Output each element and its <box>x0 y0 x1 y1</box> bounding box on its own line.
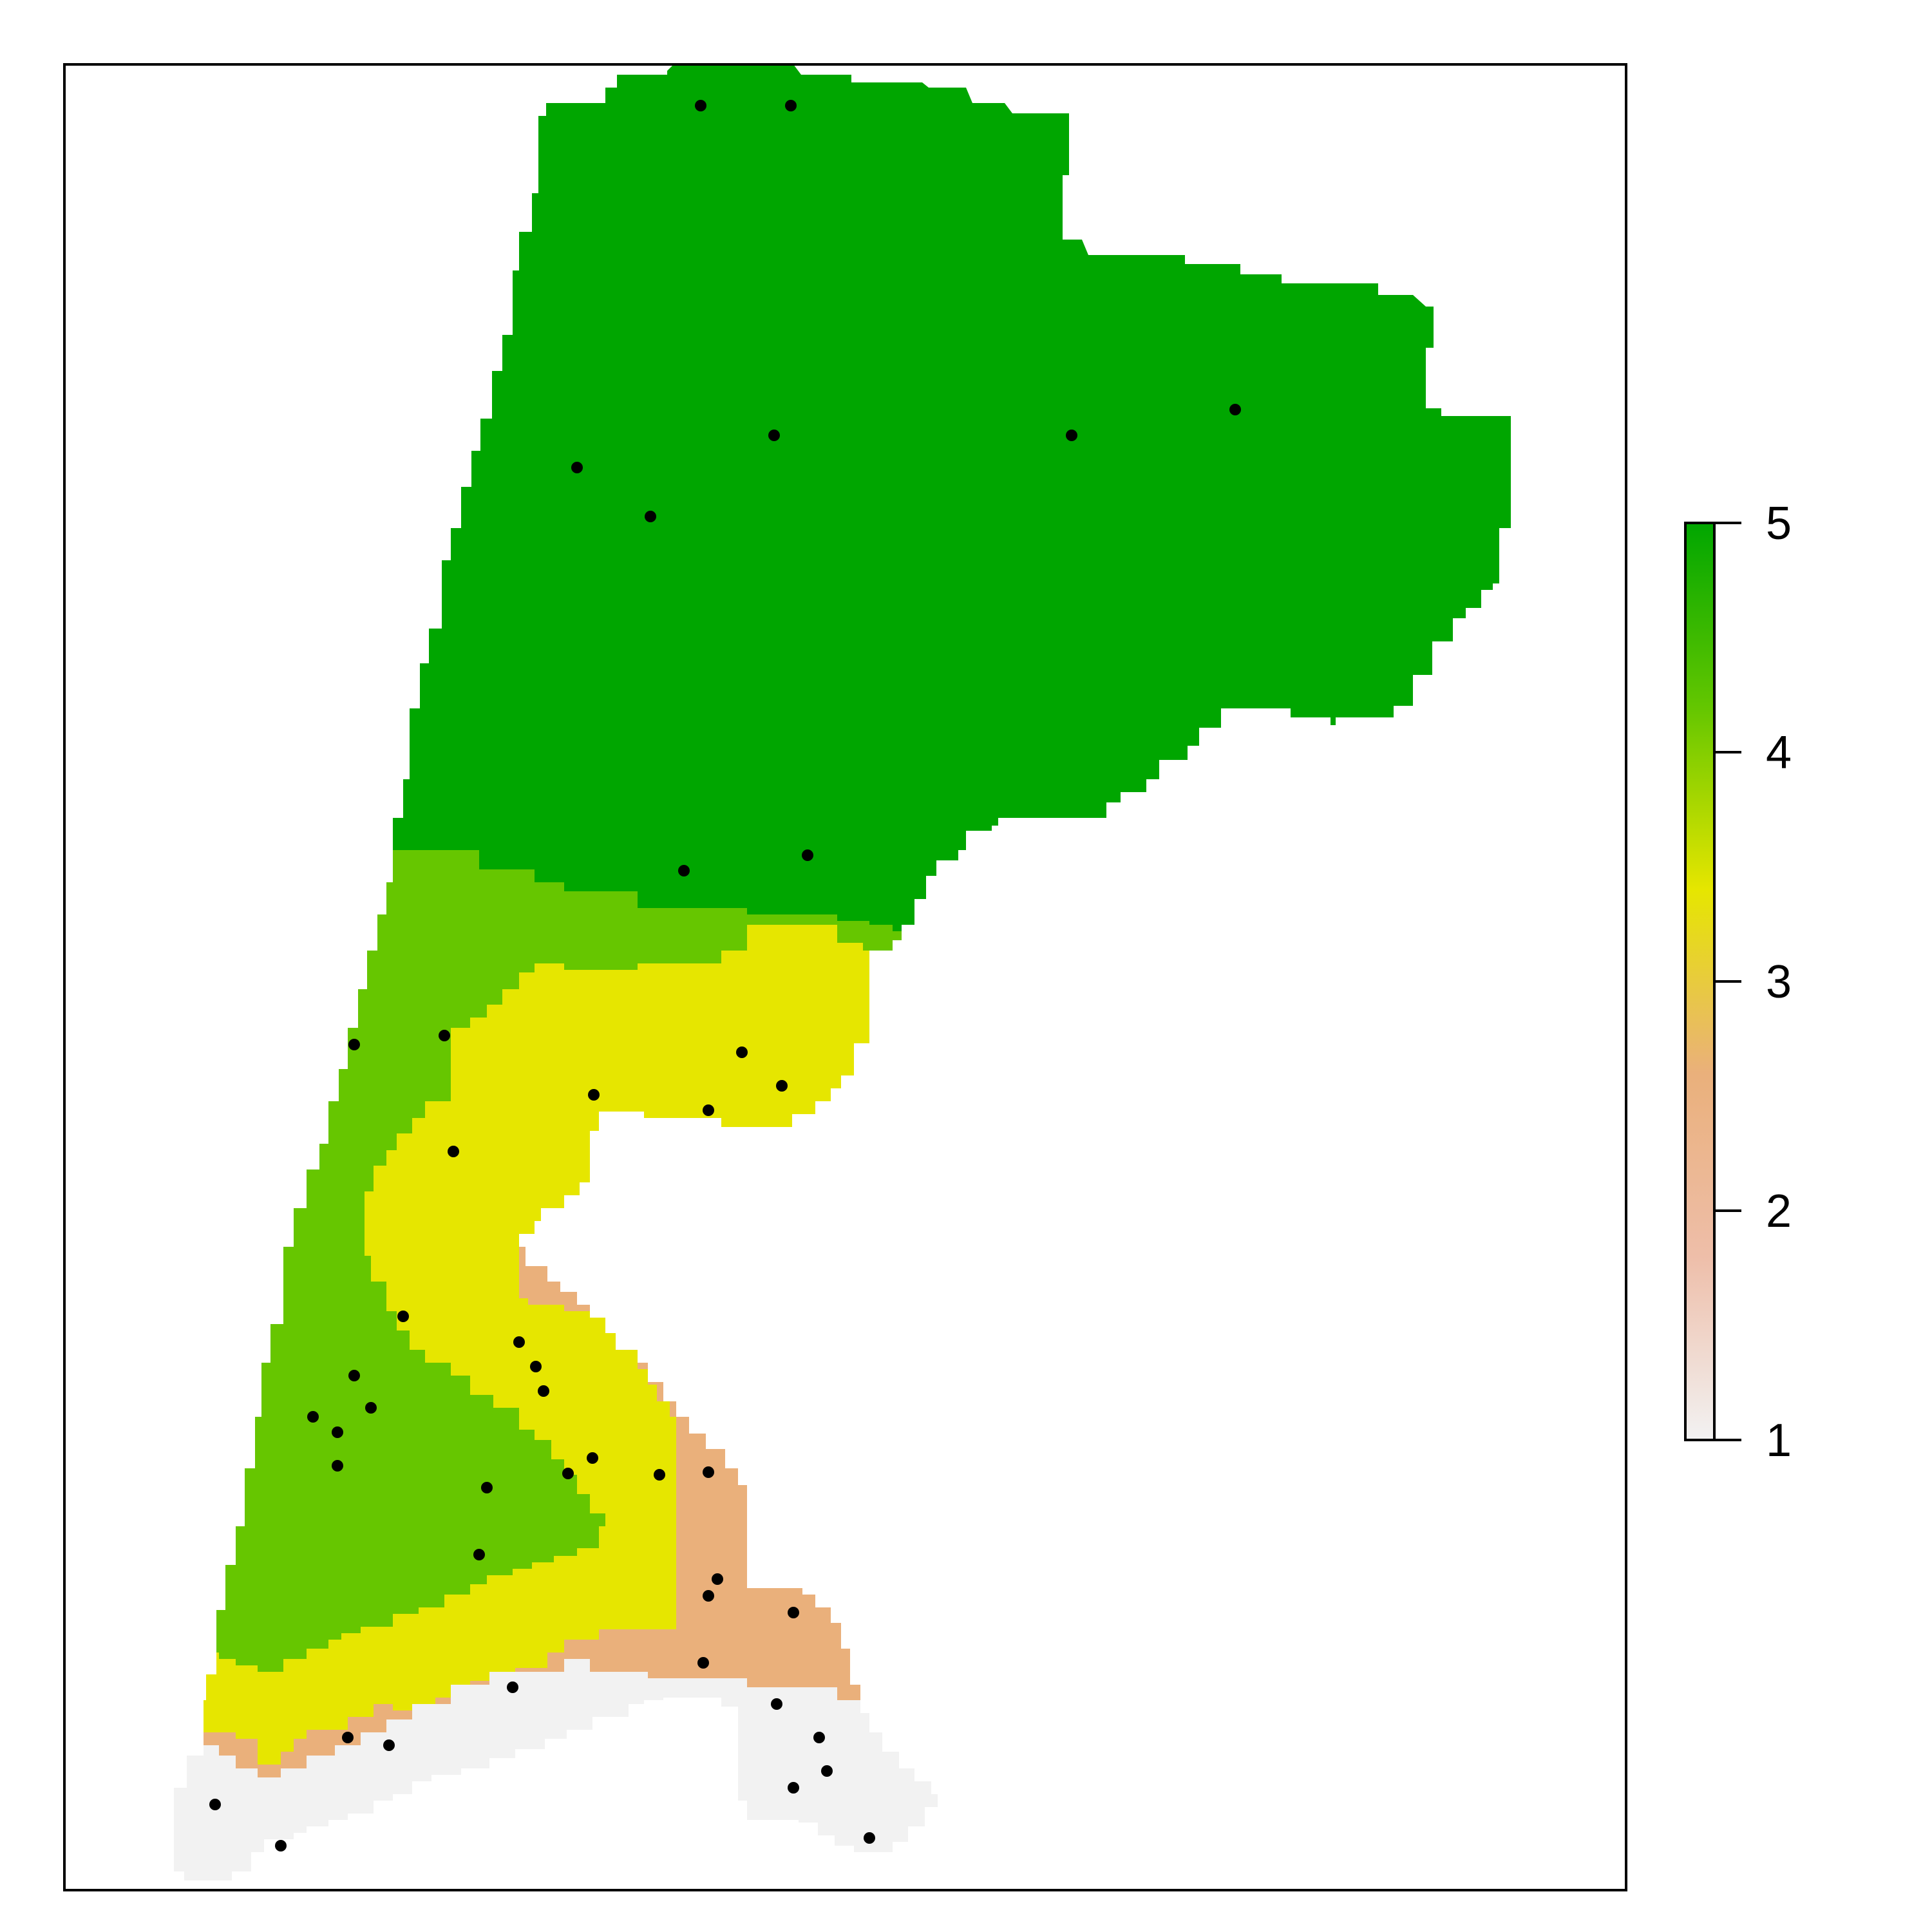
sample-point <box>571 462 583 473</box>
legend-tick-label: 5 <box>1766 498 1792 549</box>
sample-point <box>802 849 813 861</box>
legend-color-bar <box>1685 523 1714 1440</box>
zone-value-2 <box>461 1247 860 1713</box>
sample-point <box>538 1385 549 1397</box>
sample-point <box>365 1402 377 1414</box>
sample-point <box>1229 404 1241 415</box>
sample-point <box>785 100 797 111</box>
sample-point <box>703 1466 714 1478</box>
sample-point <box>473 1549 485 1560</box>
sample-point <box>645 511 656 522</box>
sample-point <box>703 1104 714 1116</box>
sample-point <box>332 1460 343 1472</box>
zone-value-4 <box>216 850 902 1672</box>
sample-point <box>788 1607 799 1618</box>
sample-point <box>768 430 780 441</box>
sample-point <box>695 100 706 111</box>
sample-point <box>821 1765 833 1777</box>
sample-point <box>654 1469 665 1481</box>
sample-point <box>587 1452 598 1464</box>
sample-point <box>712 1573 723 1585</box>
sample-point <box>342 1732 354 1743</box>
sample-point <box>307 1411 319 1423</box>
sample-point <box>588 1089 600 1101</box>
sample-point <box>439 1030 450 1041</box>
sample-point <box>530 1361 542 1372</box>
sample-point <box>788 1782 799 1794</box>
sample-point <box>703 1590 714 1602</box>
sample-point <box>332 1426 343 1438</box>
legend-tick-label: 1 <box>1766 1415 1792 1466</box>
sample-point <box>513 1336 525 1348</box>
sample-point <box>864 1832 875 1844</box>
sample-point <box>697 1657 709 1669</box>
zone-value-2-sliver <box>204 1659 564 1777</box>
legend-tick-label: 2 <box>1766 1186 1792 1237</box>
sample-point <box>275 1840 287 1852</box>
sample-point <box>776 1080 788 1092</box>
legend-ticks: 5 4 3 2 1 <box>1714 498 1792 1466</box>
sample-point <box>736 1046 748 1058</box>
sample-point <box>397 1311 409 1322</box>
sample-points <box>209 100 1241 1852</box>
sample-point <box>562 1468 574 1479</box>
sample-point <box>771 1698 782 1710</box>
zone-value-3 <box>204 925 869 1765</box>
sample-point <box>348 1370 360 1381</box>
zone-value-5 <box>393 64 1511 931</box>
sample-point <box>1066 430 1077 441</box>
sample-point <box>348 1039 360 1050</box>
sample-point <box>507 1681 518 1693</box>
sample-point <box>678 865 690 876</box>
sample-point <box>209 1799 221 1810</box>
legend-tick-label: 4 <box>1766 727 1792 779</box>
zone-value-1 <box>174 1659 938 1880</box>
sample-point <box>448 1146 459 1157</box>
legend: 5 4 3 2 1 <box>1684 498 1792 1466</box>
sample-point <box>813 1732 825 1743</box>
sample-point <box>383 1739 395 1751</box>
map-frame <box>63 63 1627 1891</box>
sample-point <box>481 1482 493 1493</box>
legend-tick-label: 3 <box>1766 956 1792 1008</box>
